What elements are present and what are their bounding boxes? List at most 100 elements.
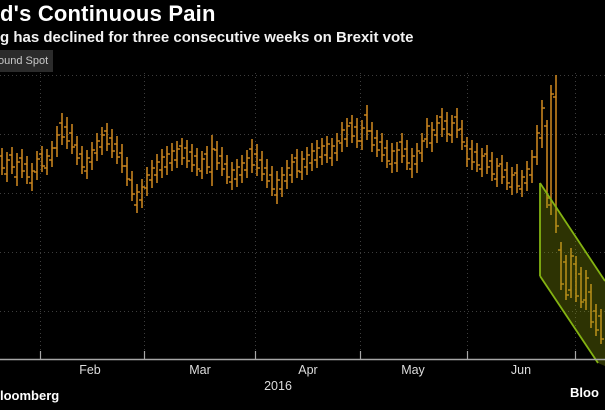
ohlc-bar [464,137,470,167]
ohlc-bar [204,146,210,174]
ohlc-bar [54,126,60,157]
ohlc-bar [189,144,195,172]
ohlc-bar [9,147,15,174]
ohlc-bar [324,136,330,163]
x-axis-month-label: Feb [79,363,101,377]
ohlc-bar [489,152,495,181]
series-legend-label: ound Spot [0,55,49,67]
ohlc-bar [419,133,425,162]
ohlc-bar [39,146,45,172]
ohlc-bar [429,122,435,152]
chart-subtitle: g has declined for three consecutive wee… [0,29,414,46]
ohlc-bar [598,309,604,344]
ohlc-bar [129,171,135,201]
ohlc-bar [94,133,100,161]
ohlc-bar [254,144,260,176]
ohlc-bar [269,166,275,196]
ohlc-bar [479,148,485,177]
ohlc-bar [499,155,505,184]
ohlc-bar [194,148,200,176]
ohlc-bar [314,140,320,168]
x-axis-month-label: Apr [298,363,317,377]
ohlc-bar [319,138,325,165]
ohlc-bar [529,150,535,183]
ohlc-bar [89,142,95,170]
ohlc-bar [174,141,180,168]
ohlc-bar [334,133,340,161]
ohlc-bar [99,127,105,155]
ohlc-bar [149,160,155,188]
ohlc-bar [104,123,110,151]
ohlc-bar [84,150,90,179]
ohlc-bar [264,159,270,188]
ohlc-bar [249,139,255,173]
ohlc-bar [484,145,490,174]
ohlc-bar [369,122,375,152]
ohlc-bar [74,136,80,165]
ohlc-bar [434,115,440,143]
ohlc-bar [284,160,290,189]
ohlc-bar [159,149,165,178]
ohlc-bar [504,162,510,190]
ohlc-bar [424,118,430,148]
ohlc-bar [299,151,305,180]
ohlc-bar [124,157,130,186]
ohlc-bar [304,147,310,175]
ohlc-bar [279,167,285,197]
ohlc-bar [109,129,115,158]
ohlc-bar [169,143,175,171]
ohlc-bars [0,75,604,344]
ohlc-bar [354,118,360,148]
ohlc-bar [79,146,85,174]
ohlc-bar [4,152,10,182]
ohlc-bar [234,159,240,187]
ohlc-bar [239,155,245,183]
ohlc-bar [289,154,295,183]
trend-channel-upper-edge [539,182,605,282]
ohlc-bar [64,117,70,149]
ohlc-bar [59,113,65,145]
ohlc-bar [114,136,120,164]
ohlc-bar [164,146,170,175]
ohlc-bar [224,155,230,184]
ohlc-bar [588,284,594,328]
ohlc-bar [558,242,564,290]
ohlc-bar [514,164,520,193]
x-axis-month-label: May [401,363,425,377]
bloomberg-watermark-right: Bloo [570,385,599,400]
ohlc-bar [578,267,584,308]
ohlc-bar [134,184,140,213]
ohlc-bar [229,162,235,190]
x-axis-month-label: Jun [511,363,531,377]
ohlc-bar [329,138,335,166]
ohlc-bar [199,151,205,179]
ohlc-bar [459,120,465,150]
trend-channel-fill [540,183,605,366]
ohlc-bar [344,118,350,147]
ohlc-bar [404,140,410,170]
ohlc-bar [214,141,220,170]
ohlc-bar [259,151,265,181]
ohlc-bar [374,130,380,157]
ohlc-bar [399,133,405,163]
ohlc-bar [539,100,545,148]
ohlc-bar [469,140,475,170]
ohlc-bar [583,270,589,310]
ohlc-bar [144,167,150,196]
ohlc-bar [244,150,250,178]
ohlc-bar [509,167,515,195]
ohlc-bar [274,171,280,204]
ohlc-bar [494,158,500,187]
ohlc-bar [384,140,390,168]
series-legend-chip: ound Spot [0,50,54,72]
ohlc-bar [534,125,540,165]
ohlc-bar [389,143,395,173]
ohlc-bar [439,108,445,137]
ohlc-bar [339,122,345,152]
ohlc-bar [593,304,599,336]
ohlc-bar [379,133,385,162]
ohlc-bar [34,151,40,180]
ohlc-bar [29,163,35,191]
chart-title: d's Continuous Pain [0,1,216,26]
